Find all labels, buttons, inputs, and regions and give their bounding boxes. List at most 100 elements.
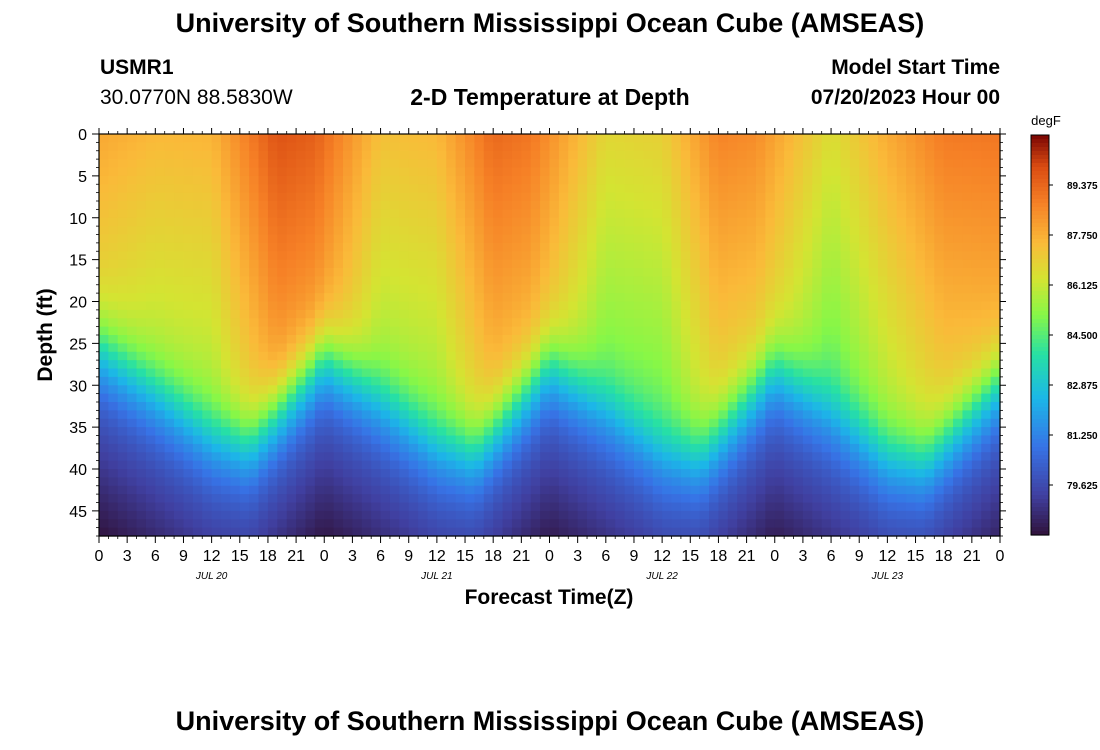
- heatmap-cell: [361, 201, 372, 210]
- heatmap-cell: [633, 201, 644, 210]
- heatmap-cell: [530, 527, 541, 537]
- heatmap-cell: [765, 368, 776, 378]
- heatmap-cell: [784, 159, 795, 169]
- heatmap-cell: [896, 192, 907, 202]
- heatmap-cell: [305, 502, 316, 512]
- heatmap-cell: [183, 192, 194, 202]
- heatmap-cell: [718, 318, 729, 328]
- heatmap-cell: [446, 142, 457, 152]
- heatmap-cell: [530, 360, 541, 370]
- heatmap-cell: [849, 217, 860, 227]
- heatmap-cell: [568, 150, 579, 160]
- heatmap-cell: [934, 494, 945, 504]
- heatmap-cell: [521, 242, 532, 252]
- heatmap-cell: [680, 234, 691, 244]
- heatmap-cell: [211, 301, 222, 311]
- heatmap-cell: [774, 309, 785, 319]
- heatmap-cell: [389, 443, 400, 453]
- heatmap-cell: [230, 284, 241, 294]
- heatmap-cell: [418, 234, 429, 244]
- heatmap-cell: [427, 234, 438, 244]
- heatmap-cell: [596, 343, 607, 353]
- heatmap-cell: [164, 301, 175, 311]
- heatmap-cell: [136, 427, 147, 437]
- heatmap-cell: [361, 494, 372, 504]
- heatmap-cell: [896, 309, 907, 319]
- heatmap-cell: [221, 402, 231, 411]
- heatmap-cell: [784, 134, 795, 143]
- heatmap-cell: [192, 343, 203, 353]
- heatmap-cell: [117, 343, 128, 353]
- heatmap-cell: [408, 485, 419, 495]
- heatmap-cell: [305, 402, 316, 411]
- heatmap-cell: [305, 293, 316, 303]
- heatmap-cell: [737, 460, 748, 470]
- heatmap-cell: [192, 360, 203, 370]
- heatmap-cell: [249, 293, 260, 303]
- heatmap-cell: [784, 410, 795, 420]
- heatmap-cell: [831, 435, 842, 445]
- heatmap-cell: [934, 477, 945, 487]
- heatmap-cell: [117, 226, 128, 236]
- heatmap-cell: [680, 427, 691, 437]
- heatmap-cell: [718, 242, 729, 252]
- heatmap-cell: [859, 527, 870, 537]
- heatmap-cell: [577, 502, 588, 512]
- heatmap-cell: [192, 276, 203, 286]
- heatmap-cell: [896, 351, 907, 361]
- heatmap-cell: [343, 234, 354, 244]
- heatmap-cell: [202, 410, 213, 420]
- heatmap-cell: [906, 360, 917, 370]
- heatmap-cell: [793, 268, 804, 277]
- heatmap-cell: [493, 502, 504, 512]
- heatmap-cell: [352, 309, 363, 319]
- heatmap-cell: [389, 368, 400, 378]
- heatmap-cell: [962, 326, 973, 336]
- heatmap-cell: [971, 192, 982, 202]
- heatmap-cell: [436, 201, 447, 210]
- heatmap-cell: [840, 393, 851, 403]
- heatmap-cell: [896, 360, 907, 370]
- heatmap-cell: [221, 510, 231, 520]
- heatmap-cell: [324, 134, 335, 143]
- heatmap-cell: [174, 184, 185, 194]
- heatmap-cell: [915, 510, 926, 520]
- heatmap-cell: [971, 134, 982, 143]
- heatmap-cell: [906, 217, 917, 227]
- heatmap-cell: [915, 452, 926, 462]
- heatmap-cell: [136, 293, 147, 303]
- heatmap-cell: [399, 259, 410, 269]
- heatmap-cell: [953, 309, 964, 319]
- heatmap-cell: [249, 309, 260, 319]
- heatmap-cell: [887, 134, 898, 143]
- heatmap-cell: [821, 452, 832, 462]
- heatmap-cell: [690, 435, 701, 445]
- heatmap-cell: [709, 443, 720, 453]
- heatmap-cell: [802, 326, 813, 336]
- heatmap-cell: [352, 385, 363, 395]
- heatmap-cell: [230, 301, 241, 311]
- heatmap-cell: [521, 309, 532, 319]
- heatmap-cell: [727, 477, 738, 487]
- heatmap-cell: [352, 217, 363, 227]
- heatmap-cell: [352, 192, 363, 202]
- heatmap-cell: [643, 494, 654, 504]
- heatmap-cell: [418, 385, 429, 395]
- heatmap-cell: [737, 351, 748, 361]
- heatmap-cell: [239, 234, 250, 244]
- colorbar-segment: [1031, 259, 1049, 264]
- heatmap-cell: [746, 418, 757, 428]
- heatmap-cell: [117, 276, 128, 286]
- heatmap-cell: [793, 510, 804, 520]
- heatmap-cell: [277, 519, 288, 529]
- heatmap-cell: [267, 167, 278, 177]
- heatmap-cell: [896, 477, 907, 487]
- heatmap-cell: [530, 410, 541, 420]
- heatmap-cell: [934, 318, 945, 328]
- heatmap-cell: [812, 435, 823, 445]
- heatmap-cell: [155, 427, 166, 437]
- heatmap-cell: [465, 242, 476, 252]
- heatmap-cell: [962, 217, 973, 227]
- heatmap-cell: [305, 184, 316, 194]
